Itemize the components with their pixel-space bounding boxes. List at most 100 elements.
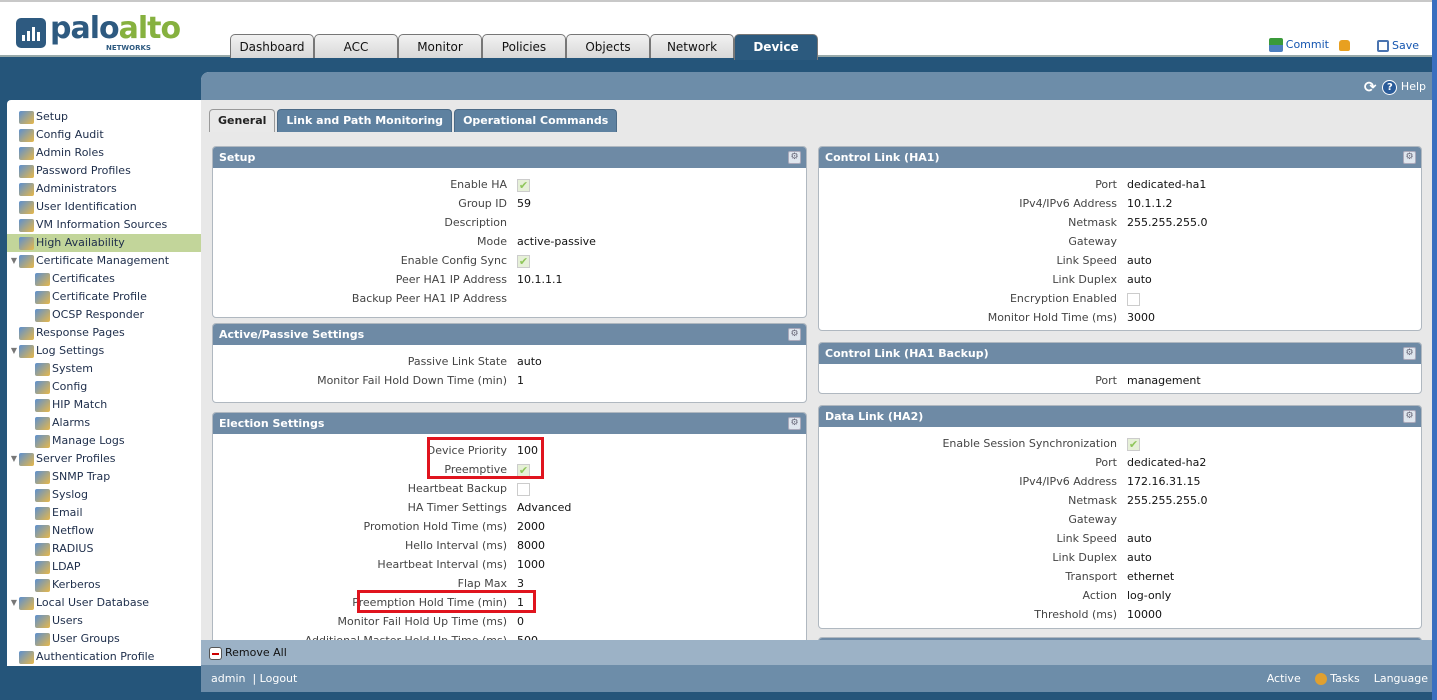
field-row: Port dedicated-ha2 bbox=[819, 453, 1421, 472]
refresh-icon[interactable]: ⟳ bbox=[1363, 78, 1377, 96]
sidebar-item-label: Manage Logs bbox=[52, 434, 125, 447]
sidebar-item-authentication-profile[interactable]: Authentication Profile bbox=[7, 648, 201, 666]
lock-icon[interactable] bbox=[1338, 39, 1350, 51]
commit-button[interactable]: Commit bbox=[1268, 38, 1329, 52]
tasks-icon bbox=[1314, 673, 1327, 685]
sidebar-item-radius[interactable]: RADIUS bbox=[7, 540, 201, 558]
field-checkbox[interactable] bbox=[517, 479, 530, 498]
sidebar-item-password-profiles[interactable]: Password Profiles bbox=[7, 162, 201, 180]
sidebar-item-ldap[interactable]: LDAP bbox=[7, 558, 201, 576]
gear-icon[interactable]: ⚙ bbox=[788, 151, 801, 164]
sidebar-item-label: Email bbox=[52, 506, 83, 519]
remove-all-button[interactable]: Remove All bbox=[201, 640, 1432, 665]
window-edge bbox=[1432, 0, 1437, 700]
sidebar-item-certificate-profile[interactable]: Certificate Profile bbox=[7, 288, 201, 306]
subtab-operational-commands[interactable]: Operational Commands bbox=[454, 109, 618, 132]
sidebar-item-admin-roles[interactable]: Admin Roles bbox=[7, 144, 201, 162]
field-row: Port management bbox=[819, 371, 1421, 390]
tab-dashboard[interactable]: Dashboard bbox=[230, 34, 314, 58]
sidebar-item-label: Netflow bbox=[52, 524, 94, 537]
tab-acc[interactable]: ACC bbox=[314, 34, 398, 58]
tab-device[interactable]: Device bbox=[734, 34, 818, 60]
language-link[interactable]: Language bbox=[1373, 672, 1428, 685]
sidebar-item-user-identification[interactable]: User Identification bbox=[7, 198, 201, 216]
sidebar-item-server-profiles[interactable]: ▼ Server Profiles bbox=[7, 450, 201, 468]
nav-item-icon bbox=[19, 596, 34, 610]
tab-network[interactable]: Network bbox=[650, 34, 734, 58]
sidebar-item-label: Syslog bbox=[52, 488, 88, 501]
field-value: 10000 bbox=[1127, 608, 1162, 621]
help-button[interactable]: ? Help bbox=[1382, 79, 1426, 95]
sidebar-item-ocsp-responder[interactable]: OCSP Responder bbox=[7, 306, 201, 324]
field-checkbox[interactable] bbox=[1127, 289, 1140, 308]
field-checkbox[interactable]: ✔ bbox=[517, 175, 530, 194]
sidebar-item-log-settings[interactable]: ▼ Log Settings bbox=[7, 342, 201, 360]
field-value: 2000 bbox=[517, 520, 545, 533]
gear-icon[interactable]: ⚙ bbox=[788, 328, 801, 341]
field-value: auto bbox=[1127, 551, 1152, 564]
sidebar-item-setup[interactable]: Setup bbox=[7, 108, 201, 126]
highlight-box bbox=[357, 590, 536, 613]
tab-policies[interactable]: Policies bbox=[482, 34, 566, 58]
sidebar-item-netflow[interactable]: Netflow bbox=[7, 522, 201, 540]
sidebar-item-certificates[interactable]: Certificates bbox=[7, 270, 201, 288]
sidebar-item-hip-match[interactable]: HIP Match bbox=[7, 396, 201, 414]
expand-triangle-icon: ▼ bbox=[10, 256, 18, 265]
sidebar-item-system[interactable]: System bbox=[7, 360, 201, 378]
sidebar-item-manage-logs[interactable]: Manage Logs bbox=[7, 432, 201, 450]
sidebar-item-certificate-management[interactable]: ▼ Certificate Management bbox=[7, 252, 201, 270]
field-checkbox[interactable]: ✔ bbox=[1127, 434, 1140, 453]
sidebar-item-config[interactable]: Config bbox=[7, 378, 201, 396]
sidebar-item-snmp-trap[interactable]: SNMP Trap bbox=[7, 468, 201, 486]
section-control-link-ha1-backup-: Control Link (HA1 Backup) ⚙ Port management bbox=[818, 342, 1422, 394]
tasks-button[interactable]: Tasks bbox=[1314, 665, 1360, 692]
field-value: Advanced bbox=[517, 501, 572, 514]
logout-link[interactable]: Logout bbox=[259, 672, 298, 685]
sidebar-item-user-groups[interactable]: User Groups bbox=[7, 630, 201, 648]
field-label: Peer HA1 IP Address bbox=[395, 273, 507, 286]
sidebar-item-users[interactable]: Users bbox=[7, 612, 201, 630]
sidebar-item-local-user-database[interactable]: ▼ Local User Database bbox=[7, 594, 201, 612]
sidebar-item-syslog[interactable]: Syslog bbox=[7, 486, 201, 504]
sidebar-item-alarms[interactable]: Alarms bbox=[7, 414, 201, 432]
sidebar-item-vm-information-sources[interactable]: VM Information Sources bbox=[7, 216, 201, 234]
nav-item-icon bbox=[19, 128, 34, 142]
subtab-link-and-path-monitoring[interactable]: Link and Path Monitoring bbox=[277, 109, 453, 132]
gear-icon[interactable]: ⚙ bbox=[1403, 151, 1416, 164]
field-checkbox[interactable]: ✔ bbox=[517, 251, 530, 270]
footer: admin | Logout Active Tasks Language bbox=[201, 665, 1432, 692]
field-row: Netmask 255.255.255.0 bbox=[819, 491, 1421, 510]
tab-monitor[interactable]: Monitor bbox=[398, 34, 482, 58]
gear-icon[interactable]: ⚙ bbox=[1403, 410, 1416, 423]
sidebar-item-kerberos[interactable]: Kerberos bbox=[7, 576, 201, 594]
logo-sub: NETWORKS bbox=[106, 44, 151, 52]
gear-icon[interactable]: ⚙ bbox=[788, 417, 801, 430]
sidebar-item-administrators[interactable]: Administrators bbox=[7, 180, 201, 198]
main-tabs: Dashboard ACC Monitor Policies Objects Networ… bbox=[230, 34, 818, 60]
section-title: Setup bbox=[219, 151, 256, 164]
field-label: Heartbeat Interval (ms) bbox=[377, 558, 507, 571]
sidebar-item-label: Admin Roles bbox=[36, 146, 104, 159]
nav-item-icon bbox=[35, 416, 50, 430]
sub-tabs: General Link and Path Monitoring Operation… bbox=[209, 109, 618, 132]
sidebar-item-label: Alarms bbox=[52, 416, 91, 429]
subtab-general[interactable]: General bbox=[209, 109, 276, 132]
sidebar-item-config-audit[interactable]: Config Audit bbox=[7, 126, 201, 144]
nav-item-icon bbox=[35, 578, 50, 592]
gear-icon[interactable]: ⚙ bbox=[1403, 347, 1416, 360]
save-button[interactable]: Save bbox=[1376, 39, 1419, 52]
field-row: Link Duplex auto bbox=[819, 548, 1421, 567]
sidebar-item-label: Log Settings bbox=[36, 344, 105, 357]
field-label: Gateway bbox=[1068, 235, 1117, 248]
field-label: Action bbox=[1082, 589, 1117, 602]
sidebar-item-high-availability[interactable]: High Availability bbox=[7, 234, 201, 252]
field-label: Netmask bbox=[1068, 494, 1117, 507]
field-label: Group ID bbox=[458, 197, 507, 210]
section-header: Active/Passive Settings ⚙ bbox=[213, 324, 806, 345]
sidebar-item-response-pages[interactable]: Response Pages bbox=[7, 324, 201, 342]
sidebar-item-email[interactable]: Email bbox=[7, 504, 201, 522]
field-row: IPv4/IPv6 Address 172.16.31.15 bbox=[819, 472, 1421, 491]
section-title: Data Link (HA2) bbox=[825, 410, 924, 423]
nav-item-icon bbox=[35, 614, 50, 628]
tab-objects[interactable]: Objects bbox=[566, 34, 650, 58]
